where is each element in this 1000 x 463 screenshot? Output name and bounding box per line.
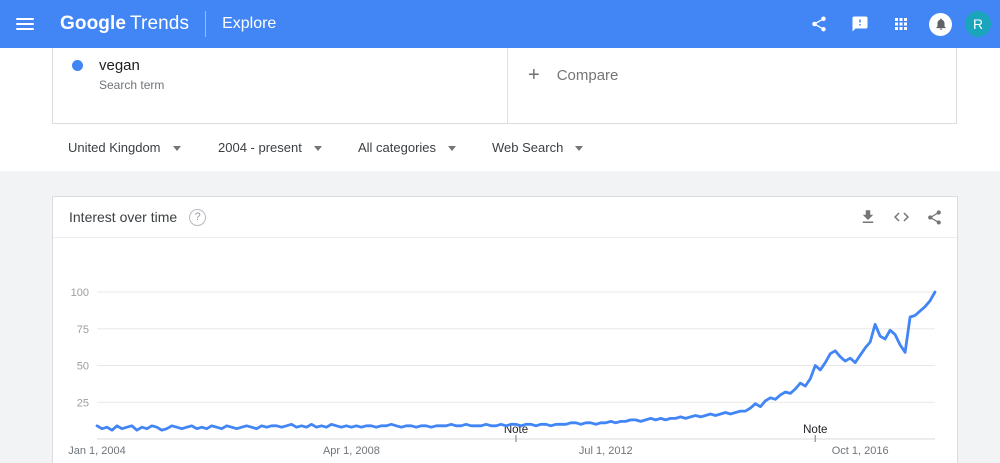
filters-bar: United Kingdom 2004 - present All catego…	[0, 125, 1000, 171]
page-title: Explore	[222, 15, 277, 32]
filter-category-label: All categories	[358, 140, 437, 155]
download-icon[interactable]	[859, 208, 877, 226]
filter-time-range[interactable]: 2004 - present	[218, 140, 322, 155]
app-bar: Google Trends Explore R	[0, 0, 1000, 48]
logo-google-text: Google	[60, 13, 127, 34]
plus-icon: +	[528, 64, 540, 86]
interest-over-time-chart[interactable]: 25 50 75 100 Jan 1, 2004 Apr 1, 2008 Jul 1, 20…	[53, 251, 956, 463]
widget-title: Interest over time	[69, 209, 178, 225]
y-axis-tick-label: 25	[77, 397, 89, 409]
share-icon[interactable]	[807, 12, 831, 36]
widget-header: Interest over time ?	[53, 197, 957, 238]
y-axis-tick-label: 100	[71, 287, 89, 299]
help-icon[interactable]: ?	[189, 208, 207, 226]
notifications-icon[interactable]	[929, 12, 952, 36]
x-axis-tick-label: Jul 1, 2012	[579, 445, 633, 457]
x-axis-tick-label: Apr 1, 2008	[323, 445, 380, 457]
x-axis-tick-label: Jan 1, 2004	[68, 445, 126, 457]
note-annotation[interactable]: Note	[803, 424, 827, 436]
chevron-down-icon	[448, 145, 457, 151]
note-annotation[interactable]: Note	[504, 424, 528, 436]
search-term-card[interactable]: vegan Search term + Compare	[52, 48, 957, 124]
chevron-down-icon	[172, 145, 181, 151]
add-comparison-button[interactable]: + Compare	[528, 64, 618, 87]
series-color-dot	[72, 60, 83, 71]
filter-search-type-label: Web Search	[492, 140, 564, 155]
avatar-letter: R	[972, 16, 984, 32]
google-trends-logo[interactable]: Google Trends	[60, 13, 189, 35]
search-terms-strip: vegan Search term + Compare	[0, 48, 1000, 125]
filter-region-label: United Kingdom	[68, 140, 161, 155]
y-axis-tick-label: 50	[77, 361, 89, 373]
chevron-down-icon	[313, 145, 322, 151]
share-icon[interactable]	[926, 209, 943, 226]
filter-region[interactable]: United Kingdom	[68, 140, 181, 155]
search-term-type-label: Search term	[99, 78, 165, 92]
x-axis-tick-label: Oct 1, 2016	[832, 445, 889, 457]
filter-time-range-label: 2004 - present	[218, 140, 302, 155]
hamburger-menu-icon[interactable]	[16, 12, 40, 36]
logo-trends-text: Trends	[130, 13, 190, 34]
y-axis-tick-label: 75	[77, 324, 89, 336]
filter-category[interactable]: All categories	[358, 140, 457, 155]
google-apps-icon[interactable]	[889, 12, 913, 36]
embed-code-icon[interactable]	[892, 208, 911, 226]
filter-search-type[interactable]: Web Search	[492, 140, 584, 155]
search-term-text: vegan	[99, 57, 140, 74]
compare-label: Compare	[556, 67, 619, 84]
interest-over-time-card: Interest over time ? 25 50 75 100 Jan 1, 200…	[52, 196, 958, 463]
feedback-icon[interactable]	[848, 12, 872, 36]
chevron-down-icon	[575, 145, 584, 151]
widget-actions	[859, 208, 943, 226]
card-divider	[507, 48, 508, 124]
chart-line-vegan[interactable]	[95, 290, 937, 432]
avatar[interactable]: R	[965, 11, 991, 37]
appbar-divider	[205, 11, 207, 37]
